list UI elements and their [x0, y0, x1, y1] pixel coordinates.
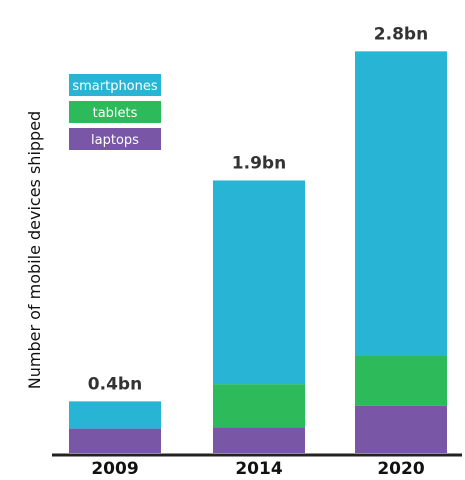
legend-item-tablets: tablets [69, 101, 161, 123]
bar-tablets-2014 [213, 384, 305, 428]
legend-swatch-laptops [69, 128, 161, 150]
legend-item-laptops: laptops [69, 128, 161, 150]
bar-laptops-2020 [355, 405, 447, 453]
legend-label-smartphones: smartphones [72, 79, 158, 94]
bars-layer [69, 51, 447, 453]
total-label-2009: 0.4bn [88, 374, 142, 394]
legend-label-tablets: tablets [93, 106, 138, 121]
x-tick-label-2009: 2009 [91, 459, 138, 479]
legend-swatch-tablets [69, 101, 161, 123]
legend-item-smartphones: smartphones [69, 74, 161, 96]
total-label-2020: 2.8bn [374, 24, 428, 44]
bar-laptops-2009 [69, 428, 161, 453]
legend: smartphones tablets laptops [69, 74, 161, 150]
bar-smartphones-2020 [355, 51, 447, 356]
bar-smartphones-2009 [69, 401, 161, 429]
legend-label-laptops: laptops [91, 133, 139, 148]
y-axis-title: Number of mobile devices shipped [25, 111, 44, 389]
legend-swatch-smartphones [69, 74, 161, 96]
bar-smartphones-2014 [213, 180, 305, 385]
x-tick-label-2014: 2014 [235, 459, 282, 479]
bar-tablets-2020 [355, 355, 447, 406]
total-label-2014: 1.9bn [232, 153, 286, 173]
x-tick-label-2020: 2020 [377, 459, 424, 479]
bar-laptops-2014 [213, 427, 305, 453]
total-labels: 0.4bn 1.9bn 2.8bn [88, 24, 428, 394]
x-tick-labels: 2009 2014 2020 [91, 459, 424, 479]
